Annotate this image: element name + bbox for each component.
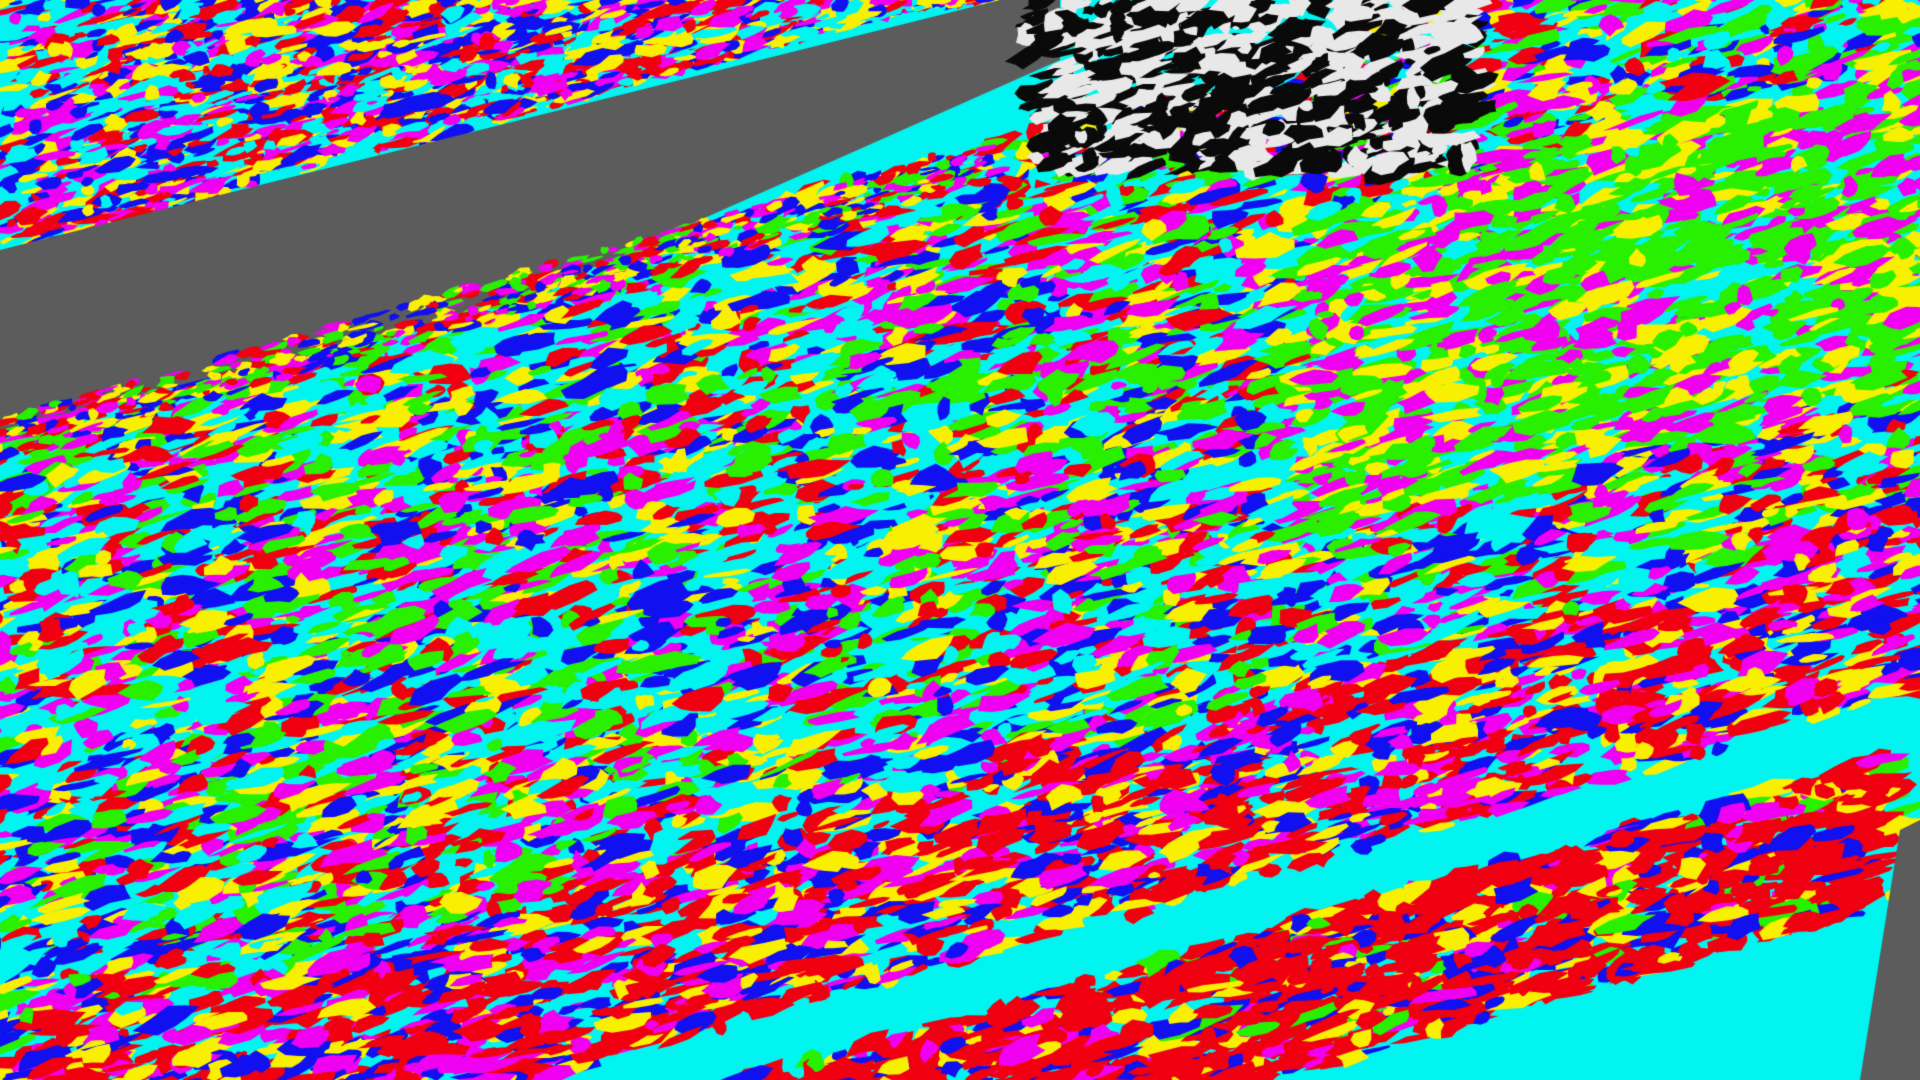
abstract-color-noise-image bbox=[0, 0, 1920, 1080]
